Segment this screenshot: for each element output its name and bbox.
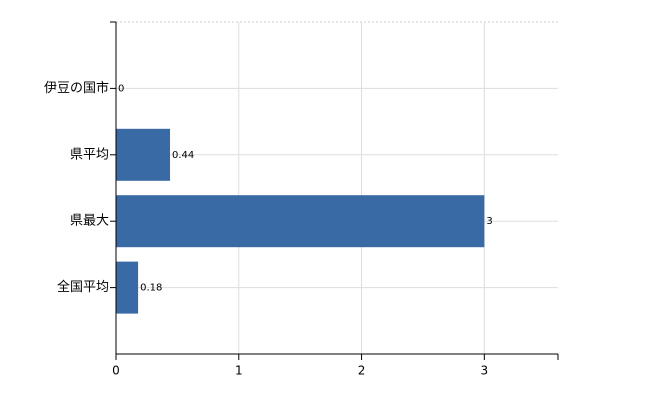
value-label: 0.44 (172, 150, 194, 161)
y-tick-label: 県最大 (70, 214, 109, 229)
y-tick-label: 県平均 (70, 147, 109, 162)
x-tick-label: 1 (235, 364, 243, 378)
x-tick-label: 0 (112, 364, 120, 378)
y-tick-label: 伊豆の国市 (44, 80, 109, 96)
bar (116, 261, 139, 314)
y-tick-label: 全国平均 (57, 279, 109, 295)
x-tick-label: 2 (358, 364, 366, 378)
value-label: 3 (486, 216, 492, 227)
bar (116, 128, 171, 181)
bar (116, 195, 485, 248)
x-tick-label: 3 (481, 364, 489, 378)
value-label: 0 (118, 83, 124, 94)
value-label: 0.18 (140, 283, 162, 294)
